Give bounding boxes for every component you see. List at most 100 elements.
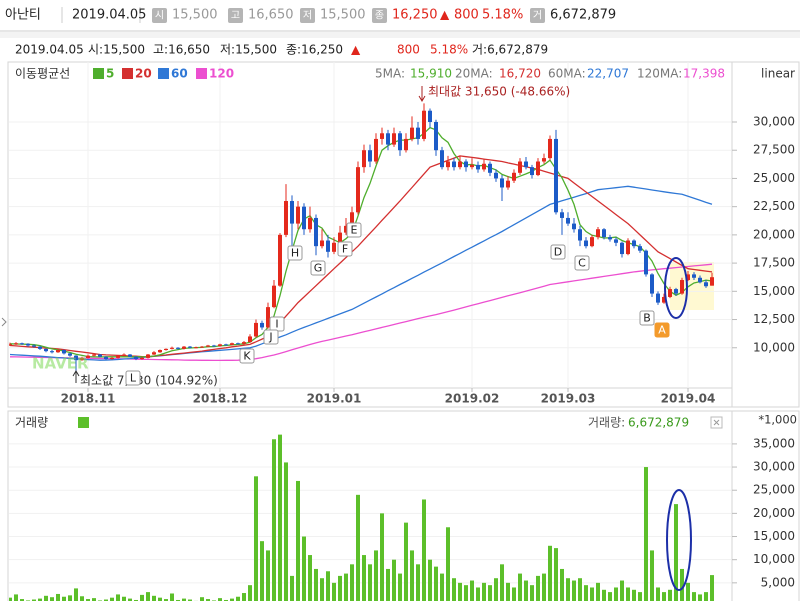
min-arrow (72, 370, 80, 383)
y-tick-label: 35,000 (753, 436, 795, 450)
ma-last-value: 16,720 (499, 67, 541, 81)
candle-body (608, 237, 612, 240)
volume-bar (632, 589, 636, 601)
candle-body (272, 285, 276, 308)
volume-bar (164, 599, 168, 601)
candle-body (380, 133, 384, 139)
volume-bar (80, 596, 84, 601)
volume-bar (644, 467, 648, 601)
volume-bar (320, 578, 324, 601)
ma-line (9, 126, 713, 358)
volume-bar (182, 598, 186, 601)
legend-label: 5 (106, 67, 114, 81)
candle-body (80, 357, 84, 361)
volume-bar (458, 582, 462, 601)
volume-bar (62, 596, 66, 601)
legend-swatch (122, 68, 133, 79)
field-value: 16,650 (248, 8, 294, 23)
volume-bar (686, 582, 690, 601)
info-item: 800 (397, 43, 420, 57)
candle-body (296, 206, 300, 224)
y-tick-label: 12,500 (753, 312, 795, 326)
volume-bar (416, 564, 420, 601)
candle-body (458, 161, 462, 168)
candle-body (440, 150, 444, 168)
volume-bar (356, 494, 360, 601)
volume-bar (638, 592, 642, 601)
expand-icon[interactable] (1, 317, 7, 327)
candle-body (14, 343, 18, 345)
volume-bar (566, 578, 570, 601)
candle-body (182, 346, 186, 349)
info-item: 저:15,500 (220, 43, 277, 57)
candle-body (464, 161, 468, 168)
field-label: 고 (231, 11, 240, 22)
top-bar (0, 0, 800, 31)
ma-name: 5MA: (375, 67, 405, 81)
volume-bar (32, 599, 36, 601)
volume-bar (284, 462, 288, 601)
volume-bar (350, 564, 354, 601)
point-badge (654, 322, 670, 338)
candle-body (176, 347, 180, 349)
y-tick-label: 22,500 (753, 199, 795, 213)
x-tick-label: 2019.03 (541, 392, 596, 406)
volume-bar (260, 541, 264, 601)
candle-body (92, 354, 96, 356)
field-value: 6,672,879 (550, 8, 616, 23)
legend-swatch (196, 68, 207, 79)
field-badge (530, 8, 545, 23)
ma-line (9, 263, 713, 362)
volume-bar (710, 575, 714, 601)
candle-body (266, 307, 270, 328)
volume-bar (404, 522, 408, 601)
candle-body (572, 223, 576, 230)
field-label: 저 (303, 10, 312, 22)
volume-bar (254, 476, 258, 601)
volume-bar (584, 585, 588, 601)
y-tick-label: 25,000 (753, 171, 795, 185)
volume-bar (602, 589, 606, 601)
point-badge (310, 260, 326, 276)
field-badge (228, 8, 243, 23)
volume-bar (20, 599, 24, 601)
candle-body (350, 212, 354, 226)
candle-body (452, 161, 456, 168)
point-badge (125, 370, 141, 386)
volume-bar (176, 599, 180, 601)
x-tick-label: 2019.01 (307, 392, 362, 406)
volume-bar (38, 598, 42, 601)
point-label: K (243, 350, 251, 363)
candle-body (152, 352, 156, 355)
y-tick-label: 20,000 (753, 227, 795, 241)
volume-bar (506, 582, 510, 601)
candle-body (116, 355, 120, 358)
volume-bar (470, 580, 474, 601)
field-label: 시 (155, 10, 164, 22)
legend-swatch (93, 68, 104, 79)
info-item: ▲ (351, 43, 361, 57)
volume-bar (434, 566, 438, 601)
candle-body (446, 161, 450, 168)
point-label: I (275, 318, 278, 331)
close-icon[interactable] (713, 419, 720, 426)
candle-body (548, 138, 552, 159)
ma-line (9, 185, 713, 361)
volume-bar (14, 594, 18, 601)
volume-bar (614, 587, 618, 601)
field-value: 15,500 (320, 8, 366, 23)
candle-body (260, 322, 264, 328)
volume-bar (494, 578, 498, 601)
candle-body (248, 336, 252, 343)
volume-bar (578, 578, 582, 601)
info-item: 거:6,672,879 (472, 43, 548, 57)
x-tick-label: 2019.04 (661, 392, 716, 406)
candle-body (230, 343, 234, 345)
ma-last-value: 22,707 (587, 67, 629, 81)
point-badge (239, 348, 255, 364)
candle-body (500, 178, 504, 188)
volume-bar (218, 598, 222, 601)
volume-bar (668, 589, 672, 601)
volume-bar (464, 585, 468, 601)
